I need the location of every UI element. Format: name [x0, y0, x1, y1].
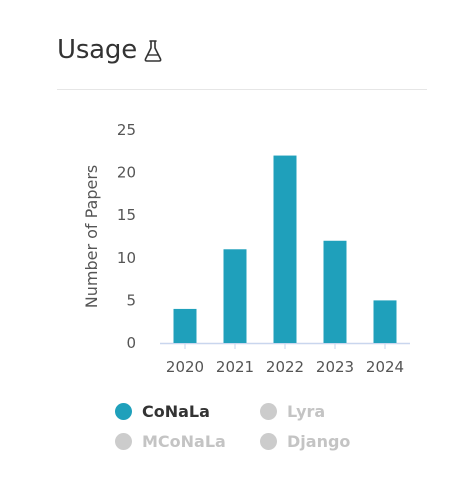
y-tick-label: 20 — [117, 164, 136, 182]
legend-label: Django — [287, 432, 351, 451]
x-tick-label: 2023 — [316, 358, 354, 376]
legend-dot-icon — [260, 433, 277, 450]
header-divider — [57, 89, 427, 90]
x-tick-label: 2022 — [266, 358, 304, 376]
bar — [173, 308, 197, 343]
legend-label: Lyra — [287, 402, 326, 421]
bar — [373, 300, 397, 343]
x-tick-label: 2020 — [166, 358, 204, 376]
usage-bar-chart: 0 5 10 15 20 25 Number of Papers 2020 2021 2022 20… — [82, 121, 410, 376]
legend-item[interactable]: MCoNaLa — [115, 432, 226, 451]
legend-dot-icon — [115, 403, 132, 420]
legend-label: MCoNaLa — [142, 432, 226, 451]
y-tick-label: 10 — [117, 249, 136, 267]
y-tick-label: 25 — [117, 121, 136, 139]
flask-icon — [143, 39, 163, 63]
y-axis-label: Number of Papers — [82, 165, 101, 309]
bar — [223, 249, 247, 343]
usage-header: Usage — [57, 30, 163, 70]
bar — [323, 240, 347, 343]
bar — [273, 155, 297, 343]
page-title: Usage — [57, 35, 138, 65]
y-tick-label: 0 — [126, 334, 136, 352]
x-tick-label: 2021 — [216, 358, 254, 376]
legend-dot-icon — [260, 403, 277, 420]
y-tick-label: 15 — [117, 206, 136, 224]
x-tick-label: 2024 — [366, 358, 404, 376]
legend-dot-icon — [115, 433, 132, 450]
legend-label: CoNaLa — [142, 402, 210, 421]
legend-item[interactable]: CoNaLa — [115, 402, 210, 421]
y-tick-label: 5 — [126, 291, 136, 309]
legend-item[interactable]: Lyra — [260, 402, 325, 421]
legend-item[interactable]: Django — [260, 432, 350, 451]
